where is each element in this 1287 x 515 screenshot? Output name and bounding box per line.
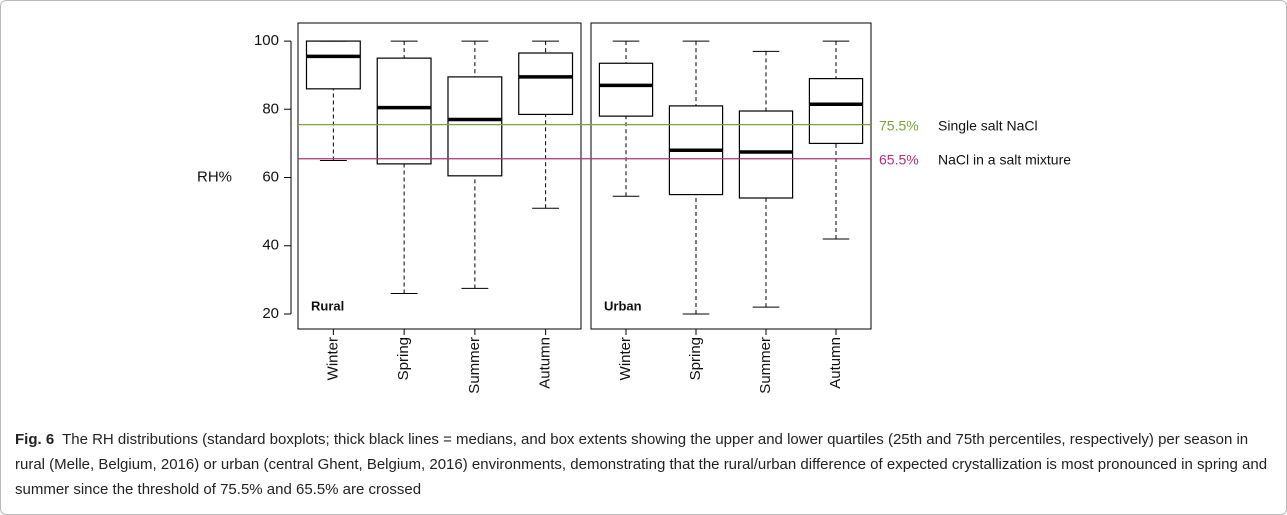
panel-label: Rural [311,298,344,313]
x-tick-label: Autumn [537,337,554,389]
y-tick-label: 20 [262,305,279,322]
reference-text: Single salt NaCl [938,117,1038,133]
box [808,78,864,145]
reference-text: NaCl in a salt mixture [938,151,1071,167]
x-tick-label: Summer [757,337,774,394]
y-tick-label: 100 [254,32,279,49]
box [376,57,432,165]
x-tick-label: Winter [617,337,634,380]
x-tick-label: Winter [324,337,341,380]
caption-label: Fig. 6 [15,431,55,448]
box [598,62,654,117]
y-tick-label: 80 [262,100,279,117]
box [305,40,361,90]
box [447,76,503,177]
caption: Fig. 6 The RH distributions (standard bo… [15,427,1270,502]
x-tick-label: Summer [466,337,483,394]
y-tick-label: 40 [262,237,279,254]
x-tick-label: Spring [687,337,704,380]
panel-frame [590,22,872,330]
box [738,110,794,199]
x-tick-label: Spring [395,337,412,380]
reference-value-label: 65.5% [879,151,919,167]
chart: 20 40 60 80 100 RH% Rural Winter Spring Summer Aut… [197,22,1071,394]
caption-text: The RH distributions (standard boxplots;… [15,431,1268,498]
y-axis-label: RH% [197,169,232,186]
panel-label: Urban [604,298,642,313]
panel-frame [297,22,582,330]
y-tick-label: 60 [262,169,279,186]
reference-value-label: 75.5% [879,117,919,133]
x-tick-label: Autumn [827,337,844,389]
box [518,52,574,116]
